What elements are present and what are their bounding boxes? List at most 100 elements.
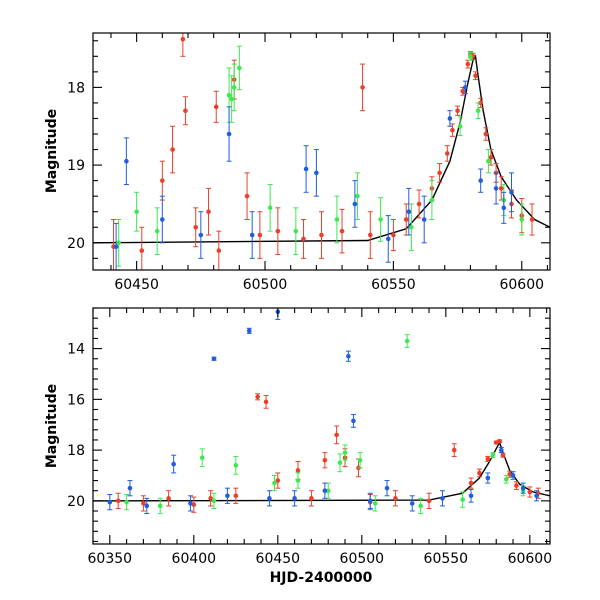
bottom-axis-ticks: 60350 60400 60450 60500 60550 60600 14 16 18 20 [67, 307, 552, 567]
data-point [244, 193, 250, 199]
data-point [520, 485, 526, 491]
data-point [355, 193, 360, 199]
data-point [477, 470, 482, 476]
data-point [211, 498, 217, 504]
data-point [295, 478, 301, 483]
data-point [246, 328, 252, 334]
data-point [293, 228, 299, 234]
data-point [485, 475, 491, 481]
data-point [352, 201, 358, 207]
data-point [107, 499, 113, 505]
data-point [385, 236, 391, 242]
data-point [360, 85, 365, 90]
data-point [226, 92, 232, 98]
data-point [357, 457, 363, 463]
data-point [493, 186, 499, 191]
data-point [440, 496, 445, 501]
data-point [144, 503, 150, 509]
data-point [418, 503, 423, 509]
data-point [367, 498, 373, 504]
y-tick-label: 19 [67, 158, 85, 174]
data-point [483, 131, 489, 137]
y-tick-label: 18 [67, 443, 85, 459]
data-point [116, 240, 121, 246]
data-point [429, 197, 435, 203]
y-tick-label: 14 [67, 342, 85, 358]
x-tick-label: 60600 [499, 277, 544, 293]
data-point [127, 485, 133, 491]
data-point [475, 108, 481, 114]
bottom-plot-frame [92, 307, 551, 545]
y-tick-label: 20 [67, 236, 85, 252]
data-point [319, 232, 324, 238]
data-point [409, 501, 415, 506]
y-tick-label: 16 [67, 392, 85, 408]
data-point [403, 217, 409, 222]
data-point [171, 461, 176, 467]
x-tick-label: 60550 [424, 551, 469, 567]
data-point [409, 224, 414, 230]
data-point [292, 496, 297, 501]
data-point [478, 178, 483, 183]
data-point [188, 501, 193, 506]
data-point [124, 499, 129, 505]
data-point [498, 447, 504, 453]
data-point [115, 498, 121, 504]
data-point [216, 248, 222, 253]
data-point [267, 205, 273, 211]
data-point [478, 100, 483, 106]
data-point [334, 217, 340, 222]
data-point [460, 497, 465, 502]
data-point [500, 452, 506, 458]
data-point [406, 209, 412, 215]
x-tick-label: 60350 [88, 551, 133, 567]
data-point [325, 488, 331, 494]
data-point [154, 228, 160, 234]
x-tick-label: 60500 [243, 277, 288, 293]
data-point [339, 228, 345, 234]
data-point [206, 209, 211, 215]
data-point [160, 217, 165, 222]
data-point [498, 186, 504, 191]
data-point [437, 170, 442, 176]
data-point [322, 488, 328, 494]
x-tick-label: 60500 [340, 551, 385, 567]
data-point [519, 217, 525, 222]
data-point [183, 108, 188, 114]
data-point [372, 501, 378, 506]
data-point [462, 85, 468, 90]
data-point [384, 485, 390, 491]
data-point [180, 36, 186, 42]
data-point [301, 236, 306, 242]
x-tick-label: 60550 [371, 277, 416, 293]
data-point [486, 158, 491, 164]
bottom-model-curve [93, 440, 550, 502]
data-point [485, 456, 491, 462]
data-point [233, 463, 239, 468]
data-point [322, 457, 328, 463]
data-point [391, 232, 396, 238]
bottom-plot-area [93, 308, 550, 515]
data-point [497, 438, 502, 444]
data-point [198, 232, 204, 238]
data-point [509, 189, 514, 195]
data-point [309, 496, 314, 501]
data-point [170, 147, 175, 152]
data-point [257, 232, 263, 238]
data-point [124, 158, 129, 164]
data-point [208, 496, 213, 501]
x-tick-label: 60450 [114, 277, 159, 293]
y-tick-label: 18 [67, 80, 85, 96]
data-point [504, 476, 509, 482]
data-point [267, 496, 272, 501]
data-point [445, 151, 450, 156]
data-point [213, 104, 219, 110]
data-point [351, 418, 356, 424]
top-panel: 60450 60500 60550 60600 18 19 20 Magnitude [44, 32, 551, 293]
top-axis-ticks: 60450 60500 60550 60600 18 19 20 [67, 33, 550, 293]
data-point [527, 489, 533, 495]
data-point [514, 483, 519, 488]
data-point [510, 473, 516, 478]
bottom-panel: 60350 60400 60450 60500 60550 60600 14 16 18 20 M… [44, 307, 552, 586]
